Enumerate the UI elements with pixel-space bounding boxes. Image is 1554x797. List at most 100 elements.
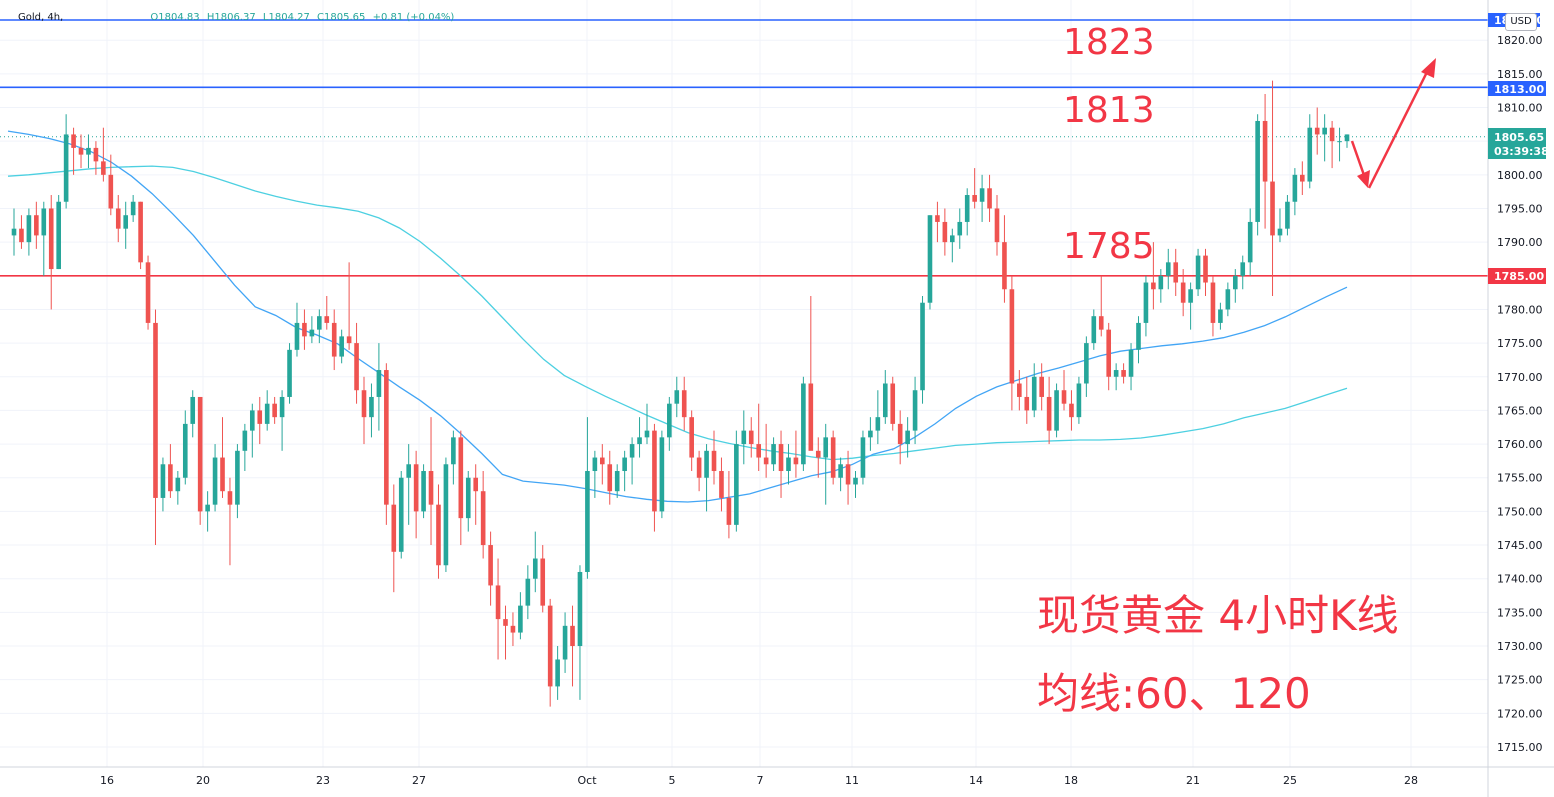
candle-body bbox=[555, 659, 560, 687]
arrow-up-shaft bbox=[1367, 69, 1430, 189]
time-axis[interactable]: 16 20 23 27 Oct 5 7 11 14 18 21 25 28 bbox=[0, 766, 1554, 787]
candle bbox=[398, 471, 404, 559]
time-tick-label: 23 bbox=[316, 774, 330, 787]
candle bbox=[525, 565, 531, 620]
candle bbox=[101, 127, 106, 182]
time-tick-label: Oct bbox=[577, 774, 597, 787]
candle-body bbox=[1210, 282, 1216, 323]
candle bbox=[71, 127, 76, 175]
candle-body bbox=[473, 477, 479, 492]
time-tick-label: 28 bbox=[1404, 774, 1418, 787]
candle bbox=[19, 215, 24, 249]
candle bbox=[518, 592, 523, 640]
candle-body bbox=[1039, 376, 1044, 397]
arrow-down-head bbox=[1357, 170, 1370, 188]
candle bbox=[1098, 275, 1104, 337]
candle-body bbox=[532, 558, 538, 579]
candle-body bbox=[443, 464, 449, 566]
candle-body bbox=[838, 464, 843, 478]
candle bbox=[741, 410, 747, 465]
candle bbox=[1046, 376, 1052, 445]
candle-body bbox=[1136, 322, 1141, 350]
candle bbox=[324, 295, 330, 330]
candle bbox=[458, 430, 464, 546]
candle bbox=[376, 343, 382, 431]
candle bbox=[421, 464, 426, 519]
candle-body bbox=[428, 471, 434, 505]
candle-body bbox=[1337, 141, 1342, 143]
time-tick-label: 20 bbox=[196, 774, 210, 787]
candle bbox=[63, 114, 69, 209]
candle-body bbox=[197, 396, 203, 512]
ma120-line bbox=[7, 165, 1348, 461]
candle bbox=[637, 417, 642, 458]
candle-body bbox=[763, 457, 769, 465]
candle-body bbox=[979, 188, 985, 202]
candle bbox=[1262, 94, 1268, 229]
annotation-title: 现货黄金 4小时K线 bbox=[1037, 591, 1399, 640]
candle-body bbox=[1188, 289, 1193, 303]
currency-button[interactable]: USD bbox=[1505, 13, 1537, 31]
candle bbox=[860, 430, 866, 485]
candle bbox=[1337, 127, 1342, 162]
candle bbox=[361, 376, 367, 445]
candle-body bbox=[1180, 282, 1186, 303]
candle-body bbox=[1232, 275, 1238, 290]
candle bbox=[689, 410, 694, 472]
candle bbox=[488, 531, 493, 606]
candle bbox=[711, 430, 717, 485]
candle bbox=[920, 295, 925, 404]
tag-countdown: 03:39:38 bbox=[1494, 145, 1549, 158]
candle-body bbox=[897, 423, 903, 445]
candle bbox=[912, 376, 918, 445]
candle-body bbox=[1017, 383, 1022, 397]
candle-body bbox=[1002, 242, 1007, 290]
candle-body bbox=[495, 585, 501, 620]
candle-body bbox=[324, 316, 330, 323]
candle-body bbox=[525, 578, 531, 606]
ma60-line bbox=[7, 130, 1348, 503]
candle-body bbox=[1270, 181, 1275, 236]
candle bbox=[503, 605, 508, 660]
candle bbox=[317, 309, 322, 344]
horizontal-levels[interactable] bbox=[0, 19, 1488, 277]
candle-body bbox=[652, 430, 657, 512]
candle bbox=[56, 195, 61, 270]
candle bbox=[845, 450, 851, 505]
candle bbox=[1061, 370, 1067, 411]
candle-body bbox=[354, 343, 359, 391]
candle bbox=[205, 491, 210, 532]
candle bbox=[1002, 215, 1007, 303]
candle bbox=[599, 444, 605, 485]
candle bbox=[331, 309, 337, 371]
candle-body bbox=[287, 349, 292, 397]
candle-body bbox=[942, 221, 948, 243]
candle bbox=[987, 174, 992, 222]
annotation-1823: 1823 bbox=[1063, 22, 1155, 63]
candle-body bbox=[138, 201, 143, 263]
candles bbox=[11, 80, 1350, 707]
candle-body bbox=[130, 201, 136, 216]
candle-body bbox=[793, 457, 799, 465]
candle-body bbox=[398, 477, 404, 552]
candle-body bbox=[71, 134, 76, 148]
price-axis[interactable]: 1820.001815.001810.001805.001800.001795.… bbox=[1487, 0, 1543, 797]
candle bbox=[964, 188, 970, 236]
candle bbox=[957, 208, 963, 249]
candle bbox=[510, 612, 516, 647]
candle-body bbox=[101, 161, 106, 175]
candle-body bbox=[1314, 127, 1320, 135]
candle bbox=[622, 450, 627, 492]
candle-body bbox=[868, 430, 873, 438]
candle-body bbox=[734, 444, 739, 525]
candle bbox=[1210, 275, 1216, 337]
candle-body bbox=[815, 450, 821, 458]
candle bbox=[786, 444, 791, 485]
forecast-arrows bbox=[1350, 58, 1436, 189]
tag-blue: 1813.00 bbox=[1494, 83, 1544, 96]
candle bbox=[26, 208, 32, 256]
candle-body bbox=[451, 437, 456, 465]
candle bbox=[1232, 269, 1238, 303]
